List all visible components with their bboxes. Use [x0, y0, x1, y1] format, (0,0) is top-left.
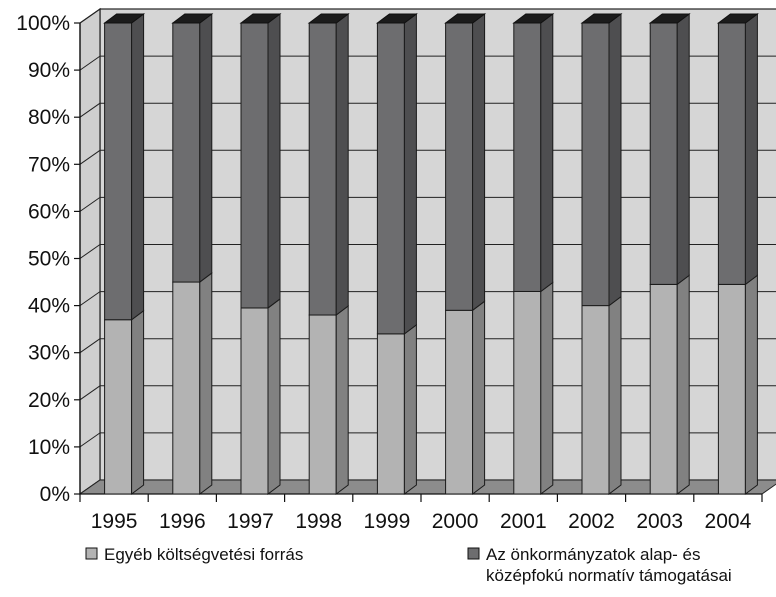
bar-1995-normativ	[104, 22, 133, 321]
bar-side-2004-1	[744, 13, 758, 286]
bar-1998-normativ	[308, 22, 337, 316]
legend-label-1-line-0: Az önkormányzatok alap- és	[486, 545, 701, 564]
bar-top-2000	[444, 13, 487, 24]
bar-1998-egyeb	[308, 314, 337, 495]
bar-1996-egyeb	[172, 281, 201, 495]
bar-side-1995-0	[131, 309, 145, 495]
gridline-side	[79, 291, 101, 307]
bar-2002-normativ	[581, 22, 610, 307]
bar-2002-egyeb	[581, 305, 610, 495]
x-label-2002: 2002	[568, 510, 615, 533]
x-label-1997: 1997	[227, 510, 274, 533]
bar-top-2004	[716, 13, 759, 24]
bar-side-2002-1	[608, 13, 622, 307]
bar-side-2004-0	[744, 274, 758, 495]
bar-side-2000-0	[472, 300, 486, 495]
bar-2003-egyeb	[649, 283, 678, 495]
bar-1999-egyeb	[376, 333, 405, 495]
y-tick-label: 80%	[28, 106, 70, 129]
bar-top-1998	[307, 13, 350, 24]
bar-side-1995-1	[131, 13, 145, 321]
gridline-side	[79, 385, 101, 401]
x-label-2003: 2003	[636, 510, 683, 533]
legend-label-1-line-1: középfokú normatív támogatásai	[486, 566, 732, 585]
bar-1997-egyeb	[240, 307, 269, 495]
bar-2000-normativ	[445, 22, 474, 311]
bar-1996-normativ	[172, 22, 201, 283]
bar-2003-normativ	[649, 22, 678, 285]
bar-2001-normativ	[513, 22, 542, 292]
gridline-side	[79, 55, 101, 71]
bar-2004-egyeb	[717, 283, 746, 495]
bar-side-1998-0	[335, 305, 349, 495]
y-tick-label: 40%	[28, 295, 70, 318]
bar-side-2001-0	[540, 281, 554, 495]
legend-swatch-1	[467, 547, 480, 560]
bar-top-2002	[580, 13, 623, 24]
gridline-side	[79, 149, 101, 165]
x-label-2004: 2004	[705, 510, 752, 533]
bar-side-1996-0	[199, 272, 213, 495]
x-label-1999: 1999	[364, 510, 411, 533]
bar-top-1995	[103, 13, 146, 24]
x-label-1996: 1996	[159, 510, 206, 533]
y-tick-label: 90%	[28, 59, 70, 82]
gridline-side	[79, 338, 101, 354]
bar-1999-normativ	[376, 22, 405, 335]
y-tick-label: 10%	[28, 436, 70, 459]
bar-side-1999-0	[403, 323, 417, 495]
gridline-side	[79, 244, 101, 259]
y-tick-label: 100%	[16, 12, 70, 35]
gridline-side	[79, 102, 101, 118]
bar-side-1997-0	[267, 297, 281, 495]
y-tick-label: 60%	[28, 200, 70, 223]
x-label-1998: 1998	[295, 510, 342, 533]
y-tick-label: 70%	[28, 153, 70, 176]
x-label-2000: 2000	[432, 510, 479, 533]
y-tick-label: 20%	[28, 389, 70, 412]
bar-side-1999-1	[403, 13, 417, 335]
y-tick-label: 0%	[40, 483, 70, 506]
y-tick-label: 50%	[28, 248, 70, 271]
bar-side-1996-1	[199, 13, 213, 284]
bar-side-2000-1	[472, 13, 486, 312]
bar-side-2002-0	[608, 295, 622, 495]
legend-swatch-0	[85, 547, 98, 560]
bar-side-1998-1	[335, 13, 349, 317]
bar-1997-normativ	[240, 22, 269, 309]
gridline-side	[79, 432, 101, 448]
y-tick-label: 30%	[28, 342, 70, 365]
bar-1995-egyeb	[104, 319, 133, 495]
bar-side-2001-1	[540, 13, 554, 293]
x-label-1995: 1995	[91, 510, 138, 533]
bar-side-2003-0	[676, 274, 690, 495]
bars	[103, 13, 759, 495]
bar-top-1996	[171, 13, 214, 24]
bar-side-2003-1	[676, 13, 690, 286]
bar-2000-egyeb	[445, 309, 474, 495]
bar-top-1999	[375, 13, 418, 24]
bar-top-2003	[648, 13, 691, 24]
legend: Egyéb költségvetési forrás Az önkormányza…	[85, 545, 732, 585]
x-label-2001: 2001	[500, 510, 547, 533]
x-axis-tick-labels: 1995 1996 1997 1998 1999 2000 2001 2002 2003 2004	[91, 510, 752, 533]
y-axis-tick-labels: 0% 10% 20% 30% 40% 50% 60% 70% 80% 90% 100%	[16, 12, 70, 506]
gridline-side	[79, 8, 101, 24]
legend-label-0: Egyéb költségvetési forrás	[104, 545, 303, 564]
bar-top-1997	[239, 13, 282, 24]
gridline-side	[79, 196, 101, 212]
bar-side-1997-1	[267, 13, 281, 309]
bar-top-2001	[512, 13, 555, 24]
bar-2004-normativ	[717, 22, 746, 285]
bar-2001-egyeb	[513, 290, 542, 495]
